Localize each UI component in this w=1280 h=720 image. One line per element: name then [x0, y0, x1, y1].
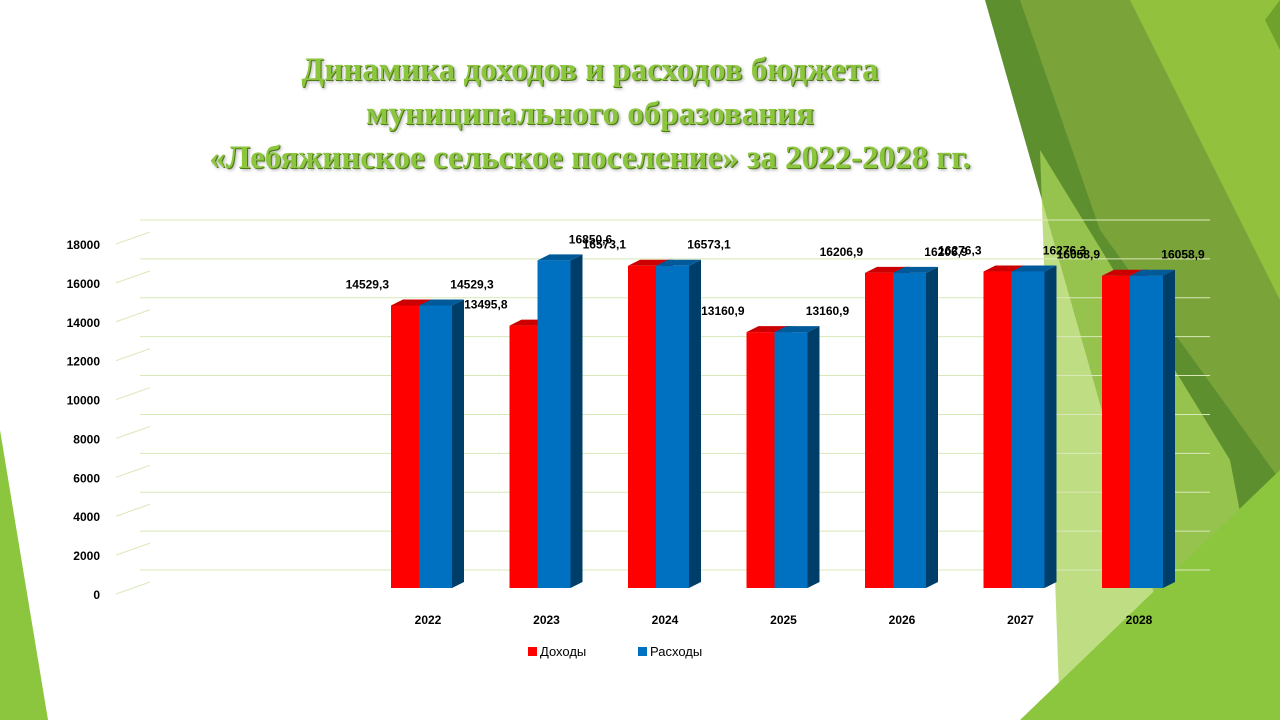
bar-top-face [537, 254, 583, 261]
bar-expense-2023 [537, 254, 583, 589]
data-label-expense-2024: 16573,1 [687, 238, 731, 252]
x-tick-label-2022: 2022 [415, 613, 442, 627]
bg-shape-corner [1020, 470, 1280, 720]
bar-top-face [774, 326, 820, 333]
title-line-1: Динамика доходов и расходов бюджета [301, 52, 879, 88]
bar-front-face [1102, 275, 1135, 588]
gridline-depth [115, 231, 151, 245]
y-tick-label: 12000 [67, 355, 101, 369]
data-label-expense-2027: 16276,3 [1043, 244, 1087, 258]
gridline-depth [115, 581, 151, 595]
x-tick-label-2025: 2025 [770, 613, 797, 627]
x-tick-label-2027: 2027 [1007, 613, 1034, 627]
data-label-expense-2025: 13160,9 [806, 304, 850, 318]
bar-side-face [452, 299, 464, 588]
data-label-income-2027: 16276,3 [938, 244, 982, 258]
bg-shape-left [0, 430, 48, 720]
data-label-income-2025: 13160,9 [701, 304, 745, 318]
bar-top-face [656, 259, 701, 266]
legend-label-income: Доходы [540, 644, 586, 659]
bar-front-face [537, 260, 571, 588]
y-tick-label: 16000 [67, 277, 101, 291]
bar-front-face [656, 265, 689, 588]
bar-side-face [689, 259, 701, 588]
x-tick-label-2026: 2026 [889, 613, 916, 627]
data-label-expense-2026: 16206,9 [924, 245, 968, 259]
bar-expense-2025 [774, 326, 820, 588]
data-label-income-2026: 16206,9 [820, 245, 864, 259]
bar-expense-2022 [419, 299, 464, 588]
title-line-3: «Лебяжинское сельское поселение» за 2022… [209, 140, 971, 176]
data-label-income-2024: 16573,1 [583, 238, 627, 252]
gridline-depth [115, 348, 151, 362]
bar-front-face [509, 325, 543, 588]
bar-front-face [1130, 275, 1163, 588]
bar-front-face [893, 272, 926, 588]
x-tick-label-2024: 2024 [652, 613, 679, 627]
chart-title: Динамика доходов и расходов бюджета муни… [40, 48, 1140, 180]
gridline-depth [115, 542, 151, 556]
data-label-income-2028: 16058,9 [1057, 248, 1101, 262]
bar-expense-2028 [1130, 269, 1175, 588]
x-tick-label-2023: 2023 [533, 613, 560, 627]
y-tick-label: 18000 [67, 238, 101, 252]
legend: Доходы Расходы [528, 644, 702, 659]
bar-expense-2027 [1011, 265, 1057, 588]
bar-front-face [1011, 271, 1045, 588]
data-label-income-2023: 13495,8 [464, 298, 508, 312]
bar-side-face [807, 326, 820, 588]
bar-side-face [570, 254, 583, 589]
bar-front-face [983, 271, 1017, 588]
bar-front-face [419, 305, 452, 588]
y-tick-label: 4000 [73, 510, 100, 524]
bar-front-face [628, 265, 661, 588]
bar-top-face [1011, 265, 1057, 272]
bar-side-face [926, 266, 938, 588]
legend-swatch-expense [638, 647, 647, 656]
gridline-depth [115, 464, 151, 478]
gridline-depth [115, 270, 151, 284]
gridline-depth [115, 309, 151, 323]
legend-label-expense: Расходы [650, 644, 702, 659]
y-tick-label: 14000 [67, 316, 101, 330]
data-label-expense-2022: 14529,3 [450, 277, 494, 291]
y-tick-label: 6000 [73, 471, 100, 485]
y-tick-label: 0 [93, 588, 100, 602]
data-label-expense-2028: 16058,9 [1161, 248, 1205, 262]
bar-front-face [391, 305, 424, 588]
bar-side-face [1163, 269, 1175, 588]
bar-expense-2026 [893, 266, 938, 588]
bg-arrow-marker [1265, 0, 1280, 50]
data-label-income-2022: 14529,3 [346, 277, 390, 291]
gridline-depth [115, 503, 151, 517]
title-line-2: муниципального образования [365, 96, 815, 132]
gridline-depth [115, 425, 151, 439]
bar-top-face [1130, 269, 1175, 276]
y-tick-label: 8000 [73, 432, 100, 446]
gridline-depth [115, 387, 151, 401]
bar-front-face [774, 332, 808, 588]
data-label-expense-2023: 16850,6 [569, 232, 613, 246]
bg-shape-light [1130, 0, 1280, 300]
bar-front-face [746, 332, 780, 588]
bar-side-face [1044, 265, 1057, 588]
bar-top-face [419, 299, 464, 306]
y-tick-label: 10000 [67, 394, 101, 408]
legend-swatch-income [528, 647, 537, 656]
x-tick-label-2028: 2028 [1126, 613, 1153, 627]
bar-expense-2024 [656, 259, 701, 588]
bar-front-face [865, 272, 898, 588]
y-tick-label: 2000 [73, 549, 100, 563]
bar-top-face [893, 266, 938, 273]
